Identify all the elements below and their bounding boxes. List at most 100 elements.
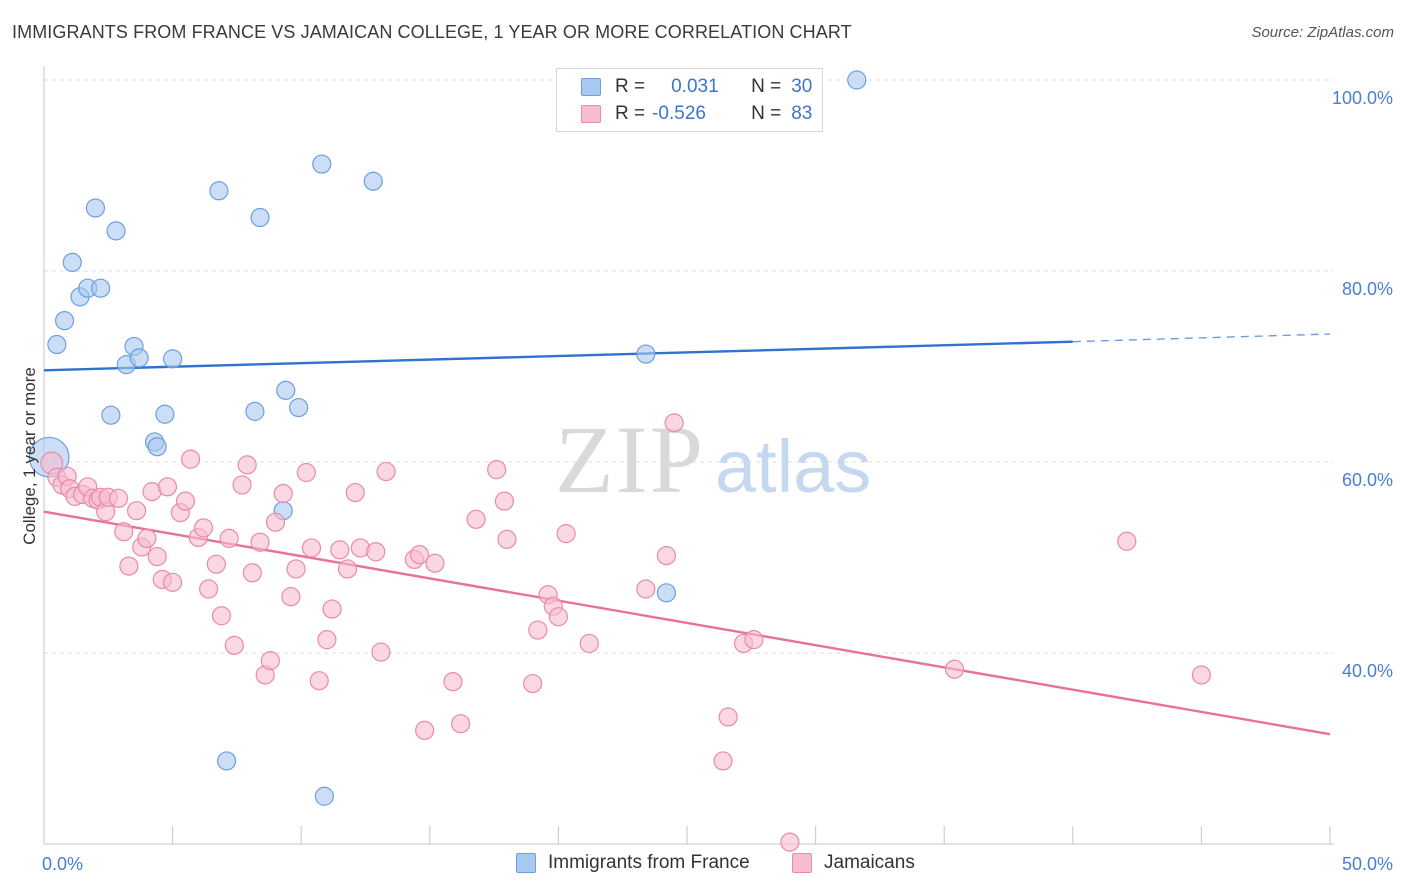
jamaican-point <box>206 554 226 574</box>
jamaican-point <box>260 651 280 671</box>
legend-r-value: 0.031 <box>671 76 719 97</box>
jamaican-point <box>265 512 286 532</box>
jamaican-point <box>281 587 301 607</box>
france-point <box>250 207 270 228</box>
points <box>28 70 1212 852</box>
legend-r-label: R = <box>615 103 646 124</box>
legend-swatch-france <box>581 78 601 96</box>
legend-n-label: N = <box>751 76 782 97</box>
legend-r-label: R = <box>615 76 646 97</box>
y-axis-title: College, 1 year or more <box>20 367 39 545</box>
jamaican-point <box>366 542 386 562</box>
gridlines <box>44 79 1334 654</box>
jamaican-point <box>232 475 252 495</box>
jamaican-point <box>322 599 342 619</box>
france-point <box>163 349 183 369</box>
france-point <box>363 171 383 191</box>
france-point <box>85 198 106 218</box>
jamaican-point <box>163 572 183 592</box>
jamaican-point <box>114 522 134 542</box>
france-point <box>245 401 265 421</box>
x-tick-label: 50.0% <box>1342 854 1393 874</box>
jamaican-point <box>309 671 329 691</box>
legend-n-value: 30 <box>791 76 813 97</box>
france-point <box>312 154 332 174</box>
jamaican-point <box>181 449 201 469</box>
jamaican-point <box>425 553 445 573</box>
jamaican-point <box>466 509 486 529</box>
jamaican-point <box>224 635 244 655</box>
jamaican-point <box>345 482 365 503</box>
y-tick-label: 80.0% <box>1342 279 1393 299</box>
france-point <box>155 404 175 424</box>
jamaican-point <box>528 620 548 640</box>
jamaican-point <box>656 545 677 566</box>
jamaican-point <box>237 455 257 475</box>
jamaican-point <box>371 642 391 662</box>
france-point <box>101 405 121 425</box>
jamaican-point <box>301 538 322 558</box>
jamaican-point <box>296 462 316 483</box>
series-legend-label: Immigrants from France <box>548 852 750 873</box>
jamaican-point <box>780 832 800 852</box>
jamaican-point <box>636 579 656 599</box>
axes <box>43 66 1334 845</box>
legend-r-value: -0.526 <box>652 103 706 124</box>
legend-n-value: 83 <box>791 103 813 124</box>
jamaican-point <box>443 672 463 692</box>
france-point <box>289 397 309 418</box>
series-legend-jamaican: Jamaicans <box>792 852 915 874</box>
jamaican-point <box>944 659 965 679</box>
series-swatch-jamaican <box>792 853 812 873</box>
france-point <box>217 751 237 771</box>
jamaican-point <box>451 714 471 734</box>
jamaican-point <box>137 528 157 549</box>
watermark-atlas: atlas <box>715 425 871 508</box>
jamaican-point <box>317 630 337 650</box>
france-trendline-extension <box>1072 333 1331 343</box>
jamaican-point <box>415 720 435 740</box>
jamaican-point <box>193 518 214 538</box>
jamaican-trendline <box>43 510 1331 736</box>
series-swatch-france <box>516 853 536 873</box>
jamaican-point <box>337 559 358 579</box>
france-point <box>106 221 126 241</box>
series-legend-france: Immigrants from France <box>516 852 750 874</box>
france-point <box>636 344 656 364</box>
stats-legend: R = 0.031 N = 30 R = -0.526 N = 83 <box>556 68 823 132</box>
france-point <box>147 437 167 457</box>
jamaican-point <box>157 477 178 497</box>
france-point <box>276 380 296 400</box>
jamaican-point <box>556 524 576 544</box>
jamaican-point <box>718 707 738 727</box>
legend-n-label: N = <box>751 103 782 124</box>
tick-labels: 100.0% 80.0% 60.0% 40.0% 0.0% 50.0% <box>42 88 1393 874</box>
jamaican-point <box>409 545 430 565</box>
y-tick-label: 100.0% <box>1332 88 1393 108</box>
jamaican-point <box>497 529 517 549</box>
chart-title: IMMIGRANTS FROM FRANCE VS JAMAICAN COLLE… <box>12 22 852 42</box>
x-tick-label: 0.0% <box>42 854 83 874</box>
jamaican-point <box>273 483 293 504</box>
france-point <box>47 334 67 355</box>
france-point <box>656 583 677 603</box>
jamaican-point <box>548 607 569 627</box>
jamaican-point <box>744 630 764 650</box>
y-tick-label: 40.0% <box>1342 661 1393 681</box>
jamaican-point <box>219 528 239 549</box>
france-point <box>847 70 867 90</box>
jamaican-point <box>1117 531 1137 551</box>
france-trendline <box>43 340 1073 372</box>
france-point <box>129 348 149 368</box>
jamaican-point <box>211 606 232 626</box>
jamaican-point <box>175 491 196 511</box>
jamaican-point <box>126 501 147 521</box>
france-point <box>90 278 111 298</box>
jamaican-point <box>376 461 396 482</box>
series-legend: Immigrants from France Jamaicans <box>0 852 1406 878</box>
jamaican-point <box>108 488 129 508</box>
france-point <box>62 252 82 273</box>
jamaican-point <box>494 491 514 511</box>
jamaican-point <box>147 546 167 567</box>
